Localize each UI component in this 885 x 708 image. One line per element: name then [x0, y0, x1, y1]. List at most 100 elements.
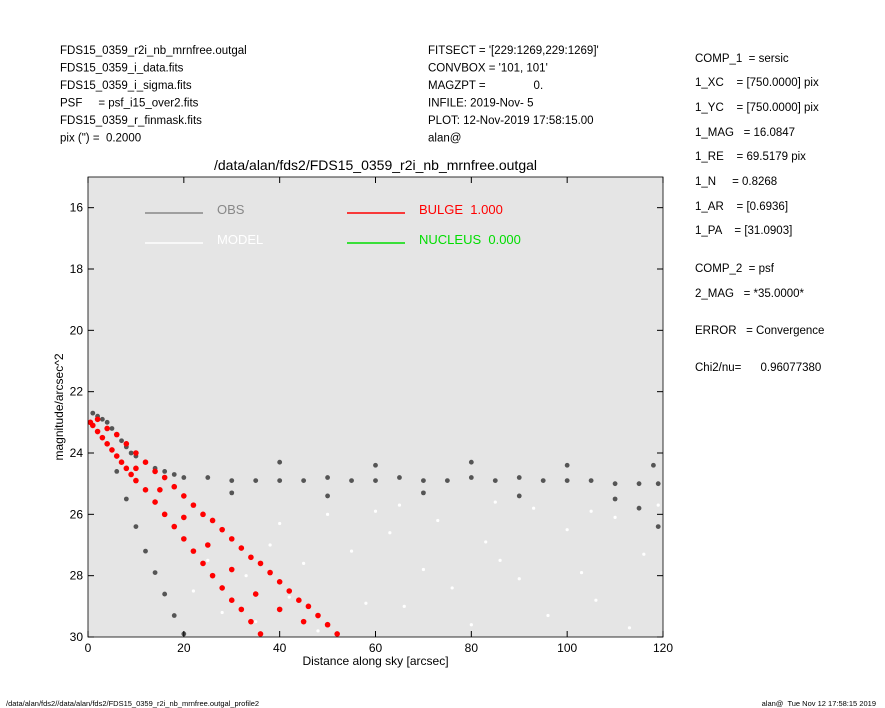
- point: [253, 478, 259, 483]
- point: [114, 469, 120, 474]
- point: [128, 450, 134, 456]
- point: [656, 503, 660, 507]
- param: COMP_1 = sersic: [695, 53, 789, 65]
- point: [171, 613, 177, 618]
- point: [123, 465, 130, 472]
- point: [316, 629, 320, 633]
- param: 1_YC = [750.0000] pix: [695, 102, 819, 114]
- x-tick-label: 80: [465, 641, 479, 655]
- point: [104, 419, 110, 425]
- plot-area: [88, 177, 663, 637]
- point: [171, 472, 177, 477]
- x-tick-label: 60: [369, 641, 383, 655]
- y-tick-label: 26: [70, 507, 84, 521]
- point: [334, 631, 340, 637]
- legend-label: NUCLEUS 0.000: [419, 232, 521, 247]
- point: [162, 591, 168, 597]
- point: [532, 506, 536, 510]
- x-tick-label: 100: [557, 641, 577, 655]
- point: [469, 623, 473, 627]
- point: [252, 591, 259, 597]
- point: [99, 434, 106, 441]
- point: [492, 478, 498, 483]
- point: [89, 422, 96, 429]
- point: [152, 468, 158, 475]
- point: [325, 493, 330, 499]
- point: [133, 450, 139, 456]
- point: [113, 431, 120, 438]
- point: [364, 601, 368, 605]
- x-tick-label: 40: [273, 641, 287, 655]
- point: [133, 477, 139, 484]
- point: [229, 478, 235, 483]
- legend-label: MODEL: [217, 232, 263, 247]
- point: [181, 514, 187, 521]
- param: 1_N = 0.8268: [695, 176, 777, 188]
- point: [655, 524, 661, 529]
- point: [181, 536, 187, 542]
- point: [588, 478, 594, 483]
- point: [181, 493, 187, 499]
- point: [421, 478, 426, 483]
- point: [268, 543, 272, 547]
- point: [228, 597, 235, 603]
- point: [99, 416, 105, 422]
- point: [565, 528, 569, 532]
- point: [436, 518, 440, 523]
- point: [204, 542, 211, 548]
- point: [133, 524, 139, 529]
- point: [373, 509, 378, 513]
- point: [238, 545, 245, 551]
- point: [94, 428, 101, 435]
- point: [305, 603, 312, 610]
- point: [655, 481, 661, 487]
- fit-info: INFILE: 2019-Nov- 5: [428, 98, 533, 110]
- point: [118, 459, 125, 466]
- point: [651, 462, 656, 468]
- point: [206, 558, 210, 562]
- point: [267, 569, 273, 576]
- point: [594, 598, 598, 602]
- point: [123, 496, 129, 502]
- point: [277, 478, 283, 483]
- point: [123, 441, 130, 447]
- point: [228, 536, 235, 542]
- point: [248, 554, 254, 561]
- y-tick-label: 18: [70, 262, 84, 276]
- legend-label: OBS: [217, 202, 245, 217]
- point: [516, 475, 522, 480]
- param: COMP_2 = psf: [695, 263, 775, 275]
- file-info: pix (") = 0.2000: [60, 133, 141, 145]
- point: [444, 478, 450, 483]
- point: [219, 526, 225, 533]
- point: [301, 478, 307, 483]
- x-tick-label: 0: [85, 641, 92, 655]
- point: [324, 621, 331, 628]
- point: [219, 585, 225, 591]
- point: [468, 475, 474, 480]
- point: [278, 521, 282, 526]
- point: [388, 531, 392, 535]
- footer-stamp: alan@ Tue Nov 12 17:58:15 2019: [762, 699, 876, 708]
- point: [325, 475, 330, 480]
- point: [171, 483, 178, 490]
- point: [286, 588, 293, 594]
- param: 1_XC = [750.0000] pix: [695, 77, 819, 89]
- point: [349, 549, 354, 553]
- x-axis-label: Distance along sky [arcsec]: [302, 654, 448, 668]
- file-info: FDS15_0359_i_data.fits: [60, 63, 184, 75]
- param: Chi2/nu= 0.96077380: [695, 362, 821, 374]
- point: [636, 505, 642, 511]
- point: [109, 447, 115, 453]
- point: [397, 475, 402, 480]
- file-info: FDS15_0359_r_finmask.fits: [60, 115, 202, 127]
- point: [152, 499, 158, 505]
- point: [181, 475, 187, 480]
- point: [421, 490, 426, 496]
- point: [397, 503, 402, 507]
- point: [119, 438, 124, 444]
- point: [191, 589, 196, 593]
- point: [90, 410, 96, 416]
- point: [517, 577, 521, 581]
